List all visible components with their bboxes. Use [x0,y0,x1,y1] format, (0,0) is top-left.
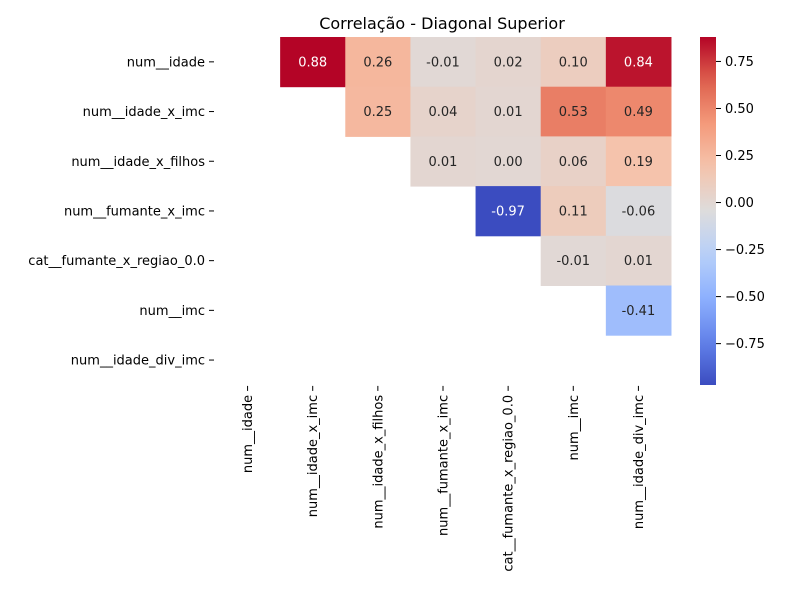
heatmap-cell [475,186,542,237]
cell-value-label: 0.02 [494,55,523,70]
column-label: num__imc [567,395,582,461]
cell-value-label: 0.01 [429,155,458,170]
colorbar-tick-label: 0.50 [725,102,754,117]
heatmap-cell [605,235,672,286]
cell-value-label: 0.84 [624,55,653,70]
row-label: num__idade [127,55,205,70]
cell-value-label: -0.01 [556,254,590,269]
colorbar: 0.75 0.50 0.25 0.00 −0.25 −0.50 −0.75 [700,37,765,385]
heatmap-cell [605,186,672,237]
cell-value-label: 0.04 [429,105,458,120]
column-label: num__idade_x_filhos [371,395,386,529]
colorbar-tick-label: −0.75 [725,337,765,352]
column-label: num__idade [241,395,256,473]
cell-value-label: 0.88 [298,55,327,70]
column-labels: num__idade num__idade_x_imc num__idade_x_f… [241,385,647,572]
chart-title: Correlação - Diagonal Superior [319,14,565,33]
column-label: num__idade_div_imc [632,395,647,529]
cell-value-label: -0.01 [426,55,460,70]
cell-value-label: 0.00 [494,155,523,170]
cell-value-label: 0.53 [559,105,588,120]
heatmap-cell [605,136,672,187]
heatmap-cell [605,285,672,336]
column-label: num__fumante_x_imc [436,395,451,536]
colorbar-tick-label: −0.25 [725,243,765,258]
row-label: cat__fumante_x_regiao_0.0 [28,254,205,269]
heatmap-cell [475,86,542,137]
column-label: num__idade_x_imc [306,395,321,517]
cell-value-label: -0.06 [622,204,656,219]
heatmap-cell [540,37,607,88]
row-label: num__idade_x_imc [83,105,205,120]
heatmap-cell [280,37,346,88]
heatmap-cell [475,136,542,187]
heatmap-cell [605,37,672,88]
cell-value-label: 0.01 [494,105,523,120]
colorbar-gradient [700,37,716,385]
heatmap-cell [345,37,411,88]
heatmap-cell [410,136,477,187]
cell-value-label: -0.41 [622,304,656,319]
column-label: cat__fumante_x_regiao_0.0 [502,395,517,572]
row-label: num__idade_x_filhos [71,155,205,170]
heatmap-cell [540,136,607,187]
colorbar-tick-label: 0.75 [725,55,754,70]
colorbar-tick-label: 0.00 [725,196,754,211]
row-labels: num__idade num__idade_x_imc num__idade_x_f… [28,55,214,369]
cell-value-label: 0.06 [559,155,588,170]
heatmap-cell [410,37,477,88]
cell-value-label: 0.26 [363,55,392,70]
heatmap-cells: 0.88 0.26 -0.01 0.02 0.10 0.84 0.25 0.04 0.01 0.5… [280,37,672,336]
cell-value-label: 0.01 [624,254,653,269]
heatmap-cell [540,235,607,286]
cell-value-label: 0.25 [363,105,392,120]
cell-value-label: 0.19 [624,155,653,170]
cell-value-label: 0.11 [559,204,588,219]
heatmap-cell [410,86,477,137]
heatmap-cell [345,86,411,137]
heatmap-cell [540,86,607,137]
row-label: num__imc [139,304,205,319]
colorbar-tick-label: 0.25 [725,149,754,164]
row-label: num__idade_div_imc [71,354,205,369]
cell-value-label: 0.49 [624,105,653,120]
heatmap-cell [475,37,542,88]
cell-value-label: 0.10 [559,55,588,70]
cell-value-label: -0.97 [491,204,525,219]
row-label: num__fumante_x_imc [64,204,205,219]
heatmap-cell [540,186,607,237]
colorbar-tick-label: −0.50 [725,290,765,305]
heatmap-cell [605,86,672,137]
